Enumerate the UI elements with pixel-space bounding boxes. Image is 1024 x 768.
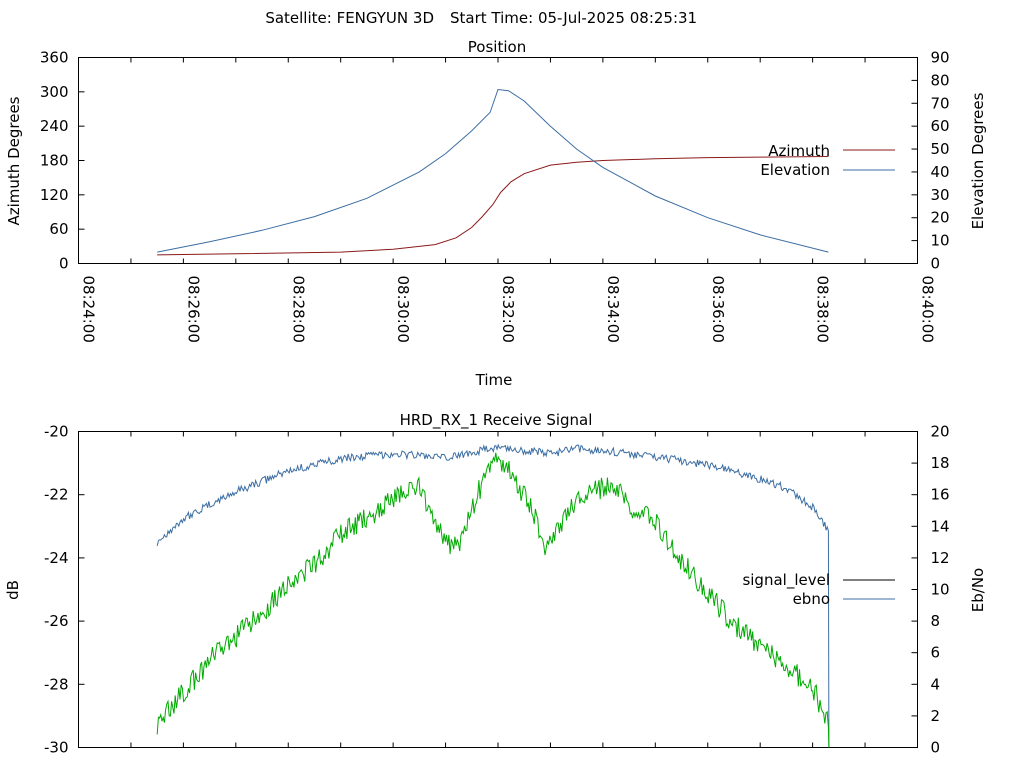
y-tick-label: -26 — [44, 612, 69, 630]
y2-tick-label: 6 — [931, 644, 941, 662]
y2-tick-label: 50 — [931, 140, 950, 158]
start-time-label: Start Time: 05-Jul-2025 08:25:31 — [450, 9, 697, 27]
x-tick-label: 08:28:00 — [289, 276, 307, 343]
y2-tick-label: 0 — [931, 255, 941, 273]
x-tick-label: 08:30:00 — [394, 276, 412, 343]
x-tick-label: 08:40:00 — [919, 276, 937, 343]
y2-tick-label: 18 — [931, 454, 950, 472]
position-ticks: 08:24:00 08:26:00 08:28:00 08:30:00 08:32:00… — [40, 49, 950, 343]
legend-label-azimuth: Azimuth — [768, 142, 830, 160]
legend-label-signal-level: signal_level — [742, 571, 830, 590]
series-line-ebno — [156, 443, 830, 748]
y2-tick-label: 60 — [931, 117, 950, 135]
y-tick-label: 120 — [40, 186, 69, 204]
y2-tick-label: 70 — [931, 94, 950, 112]
y2-tick-label: 10 — [931, 581, 950, 599]
y-tick-label: 300 — [40, 83, 69, 101]
signal-y2label: Eb/No — [969, 568, 987, 612]
signal-chart: HRD_RX_1 Receive Signal -30-28-26-24-22-… — [4, 411, 987, 757]
signal-chart-title: HRD_RX_1 Receive Signal — [400, 411, 593, 430]
y-tick-label: -30 — [44, 739, 69, 757]
y2-tick-label: 4 — [931, 675, 941, 693]
y-tick-label: 240 — [40, 117, 69, 135]
signal-series — [156, 443, 830, 748]
y-tick-label: -20 — [44, 423, 69, 441]
y2-tick-label: 20 — [931, 423, 950, 441]
signal-ticks: -30 -28 -26 -24 -22 -20 0 2 4 6 8 10 12 14 16 18 20 — [44, 423, 950, 757]
y2-tick-label: 14 — [931, 517, 950, 535]
y2-tick-label: 8 — [931, 612, 941, 630]
y2-tick-label: 40 — [931, 163, 950, 181]
y-tick-label: -24 — [44, 549, 69, 567]
position-xlabel: Time — [475, 371, 513, 389]
y-tick-label: 0 — [59, 255, 69, 273]
y-tick-label: 360 — [40, 49, 69, 67]
series-line-green-trace — [156, 452, 830, 748]
series-line-elevation — [157, 88, 829, 253]
series-line-azimuth — [157, 156, 829, 256]
y-tick-label: 180 — [40, 152, 69, 170]
x-tick-label: 08:32:00 — [499, 276, 517, 343]
y2-tick-label: 30 — [931, 186, 950, 204]
satellite-label: Satellite: FENGYUN 3D — [265, 9, 434, 27]
y2-tick-label: 16 — [931, 486, 950, 504]
signal-ylabel: dB — [4, 580, 22, 600]
x-tick-label: 08:24:00 — [80, 276, 98, 343]
position-ylabel: Azimuth Degrees — [5, 96, 23, 225]
legend-label-ebno: ebno — [793, 590, 830, 608]
y-tick-label: -28 — [44, 675, 69, 693]
y2-tick-label: 80 — [931, 71, 950, 89]
position-chart: Position 08:24:00 08:26:00 08:28:00 08:30:0… — [5, 38, 987, 389]
x-tick-label: 08:38:00 — [814, 276, 832, 343]
x-tick-label: 08:36:00 — [709, 276, 727, 343]
position-legend: Azimuth Elevation — [760, 142, 895, 179]
y-tick-label: 60 — [49, 220, 68, 238]
y2-tick-label: 90 — [931, 49, 950, 67]
legend-label-elevation: Elevation — [760, 161, 830, 179]
signal-legend: signal_level ebno — [742, 571, 895, 608]
position-series — [157, 88, 829, 256]
x-tick-label: 08:26:00 — [184, 276, 202, 343]
y2-tick-label: 20 — [931, 209, 950, 227]
y2-tick-label: 12 — [931, 549, 950, 567]
y2-tick-label: 10 — [931, 232, 950, 250]
y2-tick-label: 0 — [931, 739, 941, 757]
position-y2label: Elevation Degrees — [969, 92, 987, 229]
x-tick-label: 08:34:00 — [604, 276, 622, 343]
y2-tick-label: 2 — [931, 707, 941, 725]
y-tick-label: -22 — [44, 486, 69, 504]
position-chart-title: Position — [468, 38, 526, 56]
